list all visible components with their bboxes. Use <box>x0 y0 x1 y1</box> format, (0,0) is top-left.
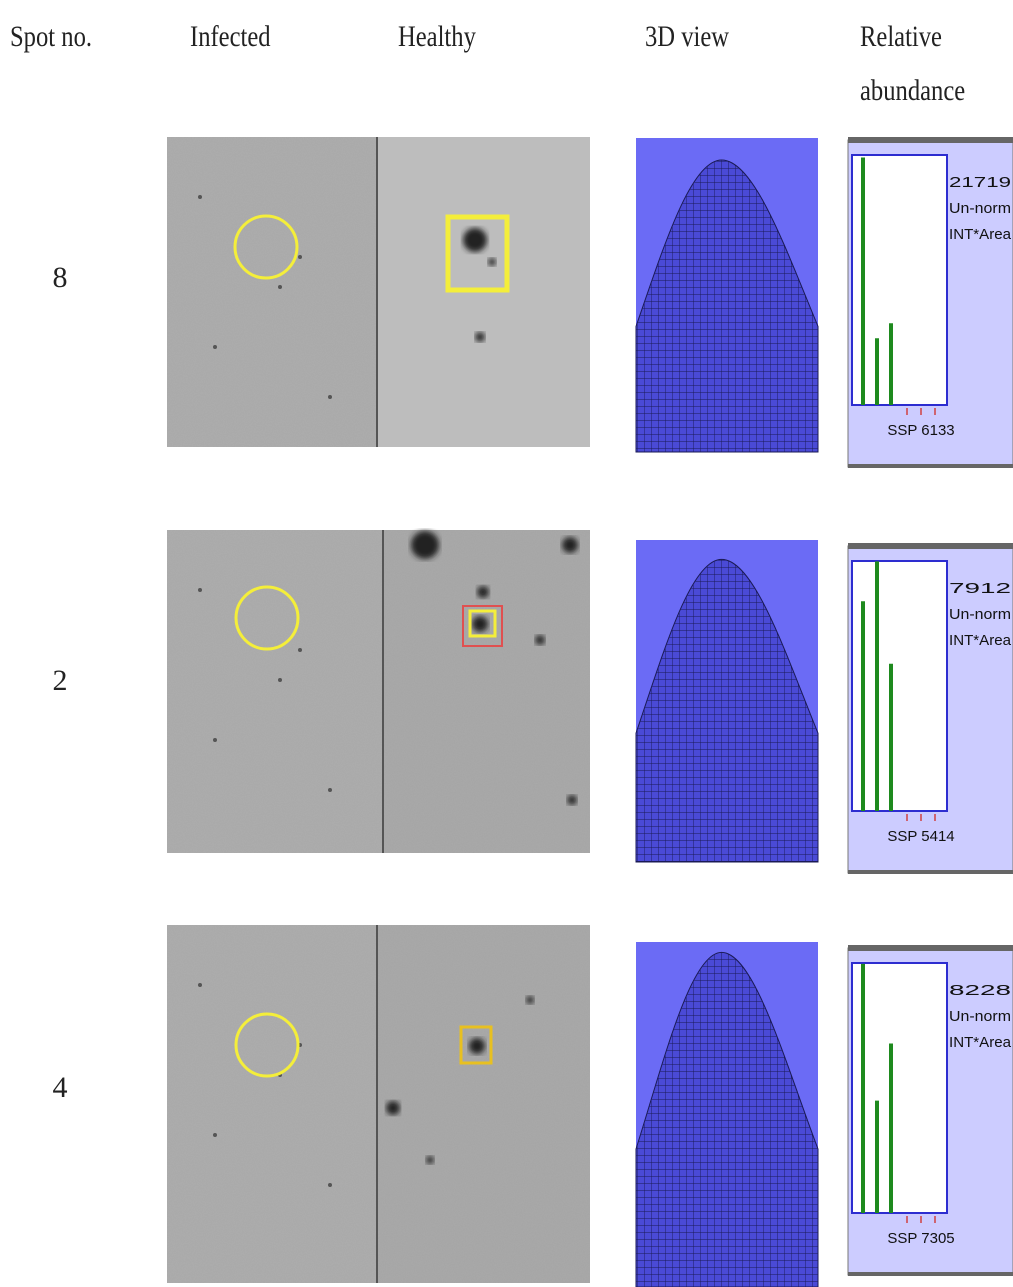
spot-number: 4 <box>53 1071 68 1104</box>
protein-spot <box>411 531 439 559</box>
gel-speck <box>213 1133 217 1137</box>
gel-speck <box>213 345 217 349</box>
panel-label: 8228 <box>949 982 1011 999</box>
infected-gel <box>167 137 377 447</box>
spot-number: 8 <box>53 261 68 294</box>
gel-speck <box>328 395 332 399</box>
panel-top-bar <box>848 137 1013 143</box>
panel-label: 21719 <box>949 174 1011 191</box>
gel-speck <box>198 983 202 987</box>
infected-gel <box>167 530 383 853</box>
panel-bottom-bar <box>848 464 1013 468</box>
protein-spot <box>426 1156 434 1164</box>
gel-speck <box>298 255 302 259</box>
plot-area <box>852 963 947 1213</box>
gel-speck <box>298 648 302 652</box>
protein-spot <box>488 258 496 266</box>
panel-label: INT*Area <box>949 632 1012 649</box>
ssp-label: SSP 7305 <box>887 1230 954 1247</box>
plot-area <box>852 155 947 405</box>
gel-speck <box>278 678 282 682</box>
figure-graphics: 8 21719 Un-norm INT*Area SSP 6133 2 7912 Un-nor… <box>0 0 1013 1287</box>
panel-label: INT*Area <box>949 226 1012 243</box>
infected-gel <box>167 925 377 1283</box>
gel-speck <box>328 788 332 792</box>
plot-area <box>852 561 947 811</box>
gel-speck <box>198 195 202 199</box>
ssp-label: SSP 5414 <box>887 828 954 845</box>
healthy-gel <box>383 530 590 853</box>
panel-top-bar <box>848 543 1013 549</box>
panel-label: Un-norm <box>949 606 1011 623</box>
panel-label: 7912 <box>949 580 1011 597</box>
panel-label: Un-norm <box>949 1008 1011 1025</box>
protein-spot <box>526 996 534 1004</box>
gel-speck <box>198 588 202 592</box>
gel-speck <box>278 285 282 289</box>
protein-spot <box>386 1101 400 1115</box>
gel-speck <box>328 1183 332 1187</box>
protein-spot <box>475 332 485 342</box>
ssp-label: SSP 6133 <box>887 422 954 439</box>
panel-label: INT*Area <box>949 1034 1012 1051</box>
spot-number: 2 <box>53 664 68 697</box>
protein-spot <box>567 795 577 805</box>
protein-spot <box>472 616 488 632</box>
panel-label: Un-norm <box>949 200 1011 217</box>
gel-speck <box>213 738 217 742</box>
panel-bottom-bar <box>848 870 1013 874</box>
figure: Spot no. Infected Healthy 3D view Relati… <box>0 0 1013 1287</box>
protein-spot <box>469 1038 485 1054</box>
protein-spot <box>562 537 578 553</box>
protein-spot <box>535 635 545 645</box>
panel-top-bar <box>848 945 1013 951</box>
protein-spot <box>463 228 487 252</box>
protein-spot <box>477 586 489 598</box>
healthy-gel <box>377 925 590 1283</box>
panel-bottom-bar <box>848 1272 1013 1276</box>
